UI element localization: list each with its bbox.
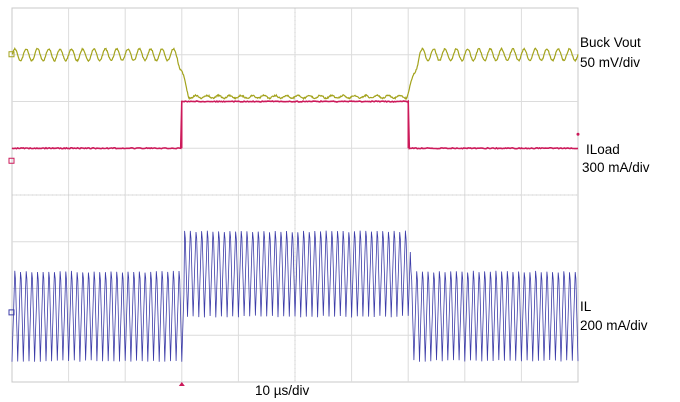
vout-channel-scale: 50 mV/div bbox=[580, 54, 640, 71]
vout-channel-name: Buck Vout bbox=[580, 34, 641, 51]
timebase-label: 10 µs/div bbox=[255, 382, 309, 399]
iload-channel-name: ILoad bbox=[586, 141, 620, 158]
il-channel-scale: 200 mA/div bbox=[580, 317, 648, 334]
iload-channel-scale: 300 mA/div bbox=[582, 159, 650, 176]
trigger-level-marker bbox=[577, 133, 580, 136]
il-channel-name: IL bbox=[580, 298, 591, 315]
trigger-position-marker bbox=[179, 382, 185, 386]
graticule bbox=[12, 8, 578, 382]
